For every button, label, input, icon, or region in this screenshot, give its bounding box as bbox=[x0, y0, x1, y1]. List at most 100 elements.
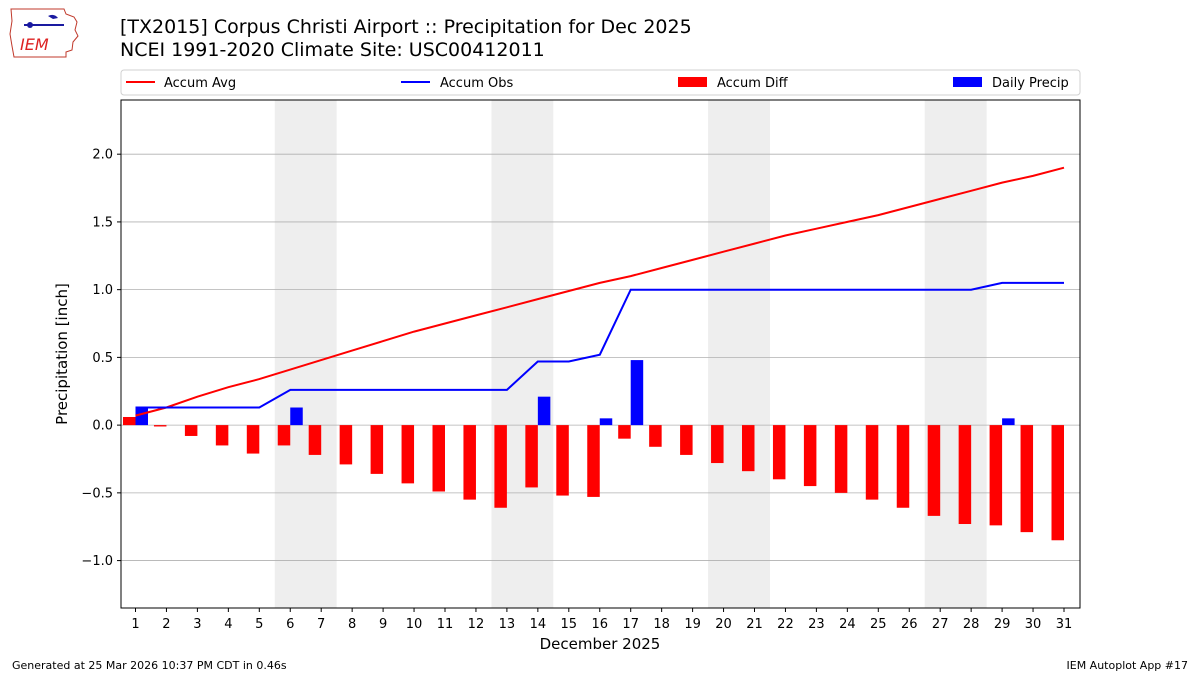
y-tick-label: 1.5 bbox=[92, 215, 113, 230]
logo-dot bbox=[27, 22, 33, 28]
daily-bar-1 bbox=[135, 407, 148, 426]
diff-bar-28 bbox=[958, 425, 972, 525]
x-tick-label: 31 bbox=[1056, 617, 1073, 632]
x-tick-label: 2 bbox=[162, 617, 170, 632]
x-tick-label: 30 bbox=[1025, 617, 1042, 632]
iem-logo: IEM bbox=[9, 8, 79, 58]
x-tick-label: 23 bbox=[808, 617, 825, 632]
daily-bar-6 bbox=[290, 407, 303, 426]
weekend-shading bbox=[274, 100, 987, 608]
diff-bar-29 bbox=[989, 425, 1003, 526]
legend-diff-label: Accum Diff bbox=[717, 76, 789, 91]
state-outline bbox=[9, 8, 79, 58]
diff-bar-8 bbox=[339, 425, 353, 465]
diff-bar-20 bbox=[711, 425, 724, 464]
daily-bar-14 bbox=[537, 396, 551, 426]
x-tick-label: 14 bbox=[530, 617, 547, 632]
x-tick-label: 8 bbox=[348, 617, 356, 632]
diff-bar-9 bbox=[370, 425, 384, 474]
diff-bar-24 bbox=[834, 425, 848, 493]
diff-bar-22 bbox=[772, 425, 786, 480]
x-tick-label: 10 bbox=[406, 617, 423, 632]
diff-bar-15 bbox=[556, 425, 569, 496]
diff-bar-2 bbox=[153, 425, 167, 427]
diff-bar-31 bbox=[1051, 425, 1064, 541]
diff-bar-21 bbox=[742, 425, 755, 472]
weekend-shade-1 bbox=[274, 100, 337, 608]
footer-app: IEM Autoplot App #17 bbox=[1066, 659, 1189, 672]
diff-bar-30 bbox=[1020, 425, 1034, 533]
chart-title: [TX2015] Corpus Christi Airport :: Preci… bbox=[120, 16, 692, 38]
diff-bar-13 bbox=[494, 425, 507, 508]
diff-bar-11 bbox=[432, 425, 445, 492]
y-tick-label: −1.0 bbox=[81, 554, 113, 569]
diff-bar-16 bbox=[587, 425, 600, 497]
y-tick-label: 2.0 bbox=[92, 148, 113, 163]
y-axis: −1.0 −0.5 0.0 0.5 1.0 1.5 2.0 bbox=[81, 148, 121, 569]
logo-bird bbox=[48, 14, 58, 19]
weekend-shade-4 bbox=[924, 100, 987, 608]
diff-bar-6 bbox=[277, 425, 291, 446]
series-lines bbox=[135, 166, 1065, 417]
legend-obs-label: Accum Obs bbox=[440, 76, 513, 91]
plot-frame bbox=[120, 99, 1081, 609]
x-tick-label: 13 bbox=[499, 617, 516, 632]
x-tick-label: 9 bbox=[379, 617, 387, 632]
diff-bar-23 bbox=[803, 425, 817, 487]
diff-bar-1 bbox=[123, 416, 136, 426]
x-tick-label: 6 bbox=[286, 617, 294, 632]
y-axis-label: Precipitation [inch] bbox=[53, 283, 71, 425]
diff-bar-27 bbox=[927, 425, 941, 516]
x-tick-label: 5 bbox=[255, 617, 263, 632]
weekend-shade-2 bbox=[491, 100, 554, 608]
legend-daily-label: Daily Precip bbox=[992, 76, 1069, 91]
diff-bar-19 bbox=[680, 425, 693, 455]
x-tick-label: 24 bbox=[839, 617, 856, 632]
x-tick-label: 15 bbox=[561, 617, 578, 632]
x-tick-label: 19 bbox=[684, 617, 701, 632]
diff-bar-7 bbox=[308, 425, 322, 455]
chart-subtitle: NCEI 1991-2020 Climate Site: USC00412011 bbox=[120, 39, 545, 61]
x-tick-label: 28 bbox=[963, 617, 980, 632]
diff-bar-14 bbox=[525, 425, 538, 488]
diff-bar-25 bbox=[865, 425, 879, 500]
x-tick-label: 1 bbox=[131, 617, 139, 632]
x-tick-label: 11 bbox=[437, 617, 454, 632]
daily-bar-29 bbox=[1002, 418, 1015, 426]
legend-diff-swatch bbox=[678, 77, 707, 87]
x-tick-label: 29 bbox=[994, 617, 1011, 632]
diff-bar-17 bbox=[618, 425, 631, 439]
diff-bar-3 bbox=[184, 425, 198, 436]
diff-bar-4 bbox=[215, 425, 229, 446]
legend-frame bbox=[120, 69, 1081, 96]
x-axis: 1 2 3 4 5 6 7 8 9 10 11 12 13 14 15 16 17 18 19 20 21 22 23 24 2… bbox=[131, 608, 1072, 632]
x-tick-label: 3 bbox=[193, 617, 201, 632]
x-tick-label: 21 bbox=[746, 617, 763, 632]
x-tick-label: 27 bbox=[932, 617, 949, 632]
daily-bar-16 bbox=[599, 418, 613, 426]
diff-bar-26 bbox=[896, 425, 910, 508]
x-tick-label: 26 bbox=[901, 617, 918, 632]
y-tick-label: 0.0 bbox=[92, 419, 113, 434]
diff-bar-10 bbox=[401, 425, 415, 484]
x-tick-label: 22 bbox=[777, 617, 794, 632]
x-tick-label: 12 bbox=[468, 617, 485, 632]
x-tick-label: 20 bbox=[715, 617, 732, 632]
footer-generated: Generated at 25 Mar 2026 10:37 PM CDT in… bbox=[12, 659, 287, 672]
x-tick-label: 18 bbox=[653, 617, 670, 632]
legend: Accum Avg Accum Obs Accum Diff Daily Pre… bbox=[120, 69, 1081, 96]
diff-bar-18 bbox=[649, 425, 662, 447]
y-tick-label: 1.0 bbox=[92, 283, 113, 298]
x-tick-label: 4 bbox=[224, 617, 232, 632]
accum-obs-line bbox=[135, 281, 1064, 409]
x-tick-label: 25 bbox=[870, 617, 887, 632]
bars bbox=[123, 360, 1064, 541]
x-tick-label: 17 bbox=[622, 617, 639, 632]
weekend-shade-3 bbox=[708, 100, 770, 608]
diff-bar-12 bbox=[463, 425, 476, 500]
x-tick-label: 16 bbox=[591, 617, 608, 632]
accum-avg-line bbox=[135, 166, 1065, 417]
y-tick-label: 0.5 bbox=[92, 351, 113, 366]
diff-bar-5 bbox=[246, 425, 260, 454]
